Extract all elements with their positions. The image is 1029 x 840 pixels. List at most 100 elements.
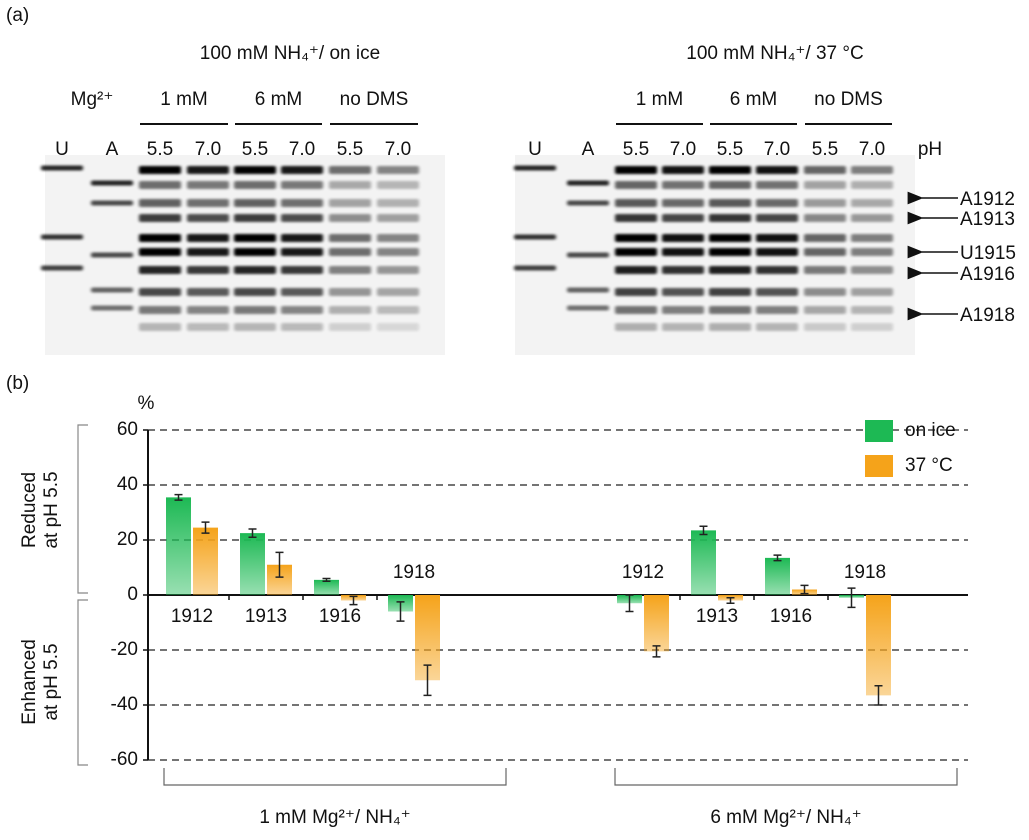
gel-band xyxy=(804,214,846,222)
gel-band xyxy=(187,266,229,274)
group-bracket xyxy=(614,768,958,786)
gel-band xyxy=(756,266,798,274)
gel-band xyxy=(756,199,798,207)
gel-band xyxy=(234,306,276,314)
error-bar xyxy=(847,587,856,609)
gel-band xyxy=(234,199,276,207)
gel-band xyxy=(281,181,323,189)
category-label: 1918 xyxy=(393,562,435,583)
category-label: 1916 xyxy=(319,606,361,627)
gel-band xyxy=(851,199,893,207)
gel-band xyxy=(567,252,609,258)
category-label: 1913 xyxy=(696,606,738,627)
group-bracket xyxy=(163,768,507,786)
gel-band xyxy=(187,181,229,189)
gel-band xyxy=(329,166,371,174)
category-label: 1912 xyxy=(622,562,664,583)
gel-band xyxy=(281,288,323,296)
lane-label: 5.5 xyxy=(337,139,363,160)
gel-band xyxy=(139,181,181,189)
gel-band xyxy=(187,214,229,222)
legend-label: on ice xyxy=(905,420,956,441)
gel-band xyxy=(851,248,893,256)
y-tick-label: -60 xyxy=(111,749,138,770)
group-label: 6 mM Mg²⁺/ NH₄⁺ xyxy=(710,807,861,828)
gel-band xyxy=(377,288,419,296)
gel-band xyxy=(756,306,798,314)
lane-label: A xyxy=(582,139,595,160)
gel-band xyxy=(662,323,704,331)
error-bar xyxy=(625,594,634,613)
bar xyxy=(314,579,339,595)
gel-band xyxy=(804,266,846,274)
error-bar xyxy=(174,493,183,501)
gel-band xyxy=(514,165,556,171)
gel-band xyxy=(281,266,323,274)
gel-band xyxy=(139,323,181,331)
gel-band xyxy=(567,287,609,293)
ph-label: pH xyxy=(918,139,942,160)
gel-band xyxy=(91,200,133,206)
gel-band xyxy=(851,234,893,242)
band-label: A1912 xyxy=(960,189,1015,210)
bar xyxy=(240,533,265,595)
gel-band xyxy=(662,234,704,242)
error-bar xyxy=(874,685,883,706)
gel-band xyxy=(615,214,657,222)
gel-band xyxy=(615,181,657,189)
y-unit: % xyxy=(138,393,155,414)
lane-label: 5.5 xyxy=(147,139,173,160)
lane-label: 7.0 xyxy=(385,139,411,160)
lane-label: 5.5 xyxy=(717,139,743,160)
gel-band xyxy=(329,248,371,256)
gel-band xyxy=(851,181,893,189)
gel-band xyxy=(329,288,371,296)
gel-band xyxy=(615,306,657,314)
lane-label: 5.5 xyxy=(242,139,268,160)
gel-band xyxy=(139,199,181,207)
band-label: A1913 xyxy=(960,209,1015,230)
gel-band xyxy=(329,199,371,207)
gel-band xyxy=(234,166,276,174)
y-tick-label: 40 xyxy=(117,474,138,495)
gel-band xyxy=(804,166,846,174)
panel-a: (a) 100 mM NH₄⁺/ on ice 100 mM NH₄⁺/ 37 … xyxy=(6,5,942,160)
bar xyxy=(193,527,218,595)
group-label: no DMS xyxy=(814,89,883,110)
error-bar xyxy=(248,528,257,538)
lane-label: 5.5 xyxy=(623,139,649,160)
gel-band xyxy=(281,306,323,314)
gel-band xyxy=(756,181,798,189)
gel-band xyxy=(377,306,419,314)
gel-band xyxy=(329,214,371,222)
gel-band xyxy=(377,166,419,174)
gel-band xyxy=(377,234,419,242)
gel-band xyxy=(709,166,751,174)
error-bar xyxy=(800,584,809,595)
gel-band xyxy=(234,214,276,222)
bar xyxy=(765,557,790,595)
panel-label: (b) xyxy=(6,373,29,394)
group-label: 6 mM xyxy=(730,89,778,110)
gel-band xyxy=(139,306,181,314)
gel-band xyxy=(139,288,181,296)
gel-band xyxy=(756,234,798,242)
y-tick-label: 60 xyxy=(117,419,138,440)
legend-swatch xyxy=(865,420,893,442)
error-bar xyxy=(201,521,210,534)
category-label: 1918 xyxy=(844,562,886,583)
gel-band xyxy=(329,181,371,189)
bar xyxy=(691,530,716,595)
gel-band xyxy=(234,248,276,256)
band-label: A1918 xyxy=(960,305,1015,326)
bar xyxy=(166,497,191,595)
gel-band xyxy=(615,248,657,256)
category-label: 1912 xyxy=(171,606,213,627)
gel-band xyxy=(91,180,133,186)
gel-band xyxy=(514,265,556,271)
y-tick-label: -40 xyxy=(111,694,138,715)
gel-band xyxy=(804,234,846,242)
gel-band xyxy=(662,199,704,207)
gel-band xyxy=(756,323,798,331)
gel-band xyxy=(329,323,371,331)
